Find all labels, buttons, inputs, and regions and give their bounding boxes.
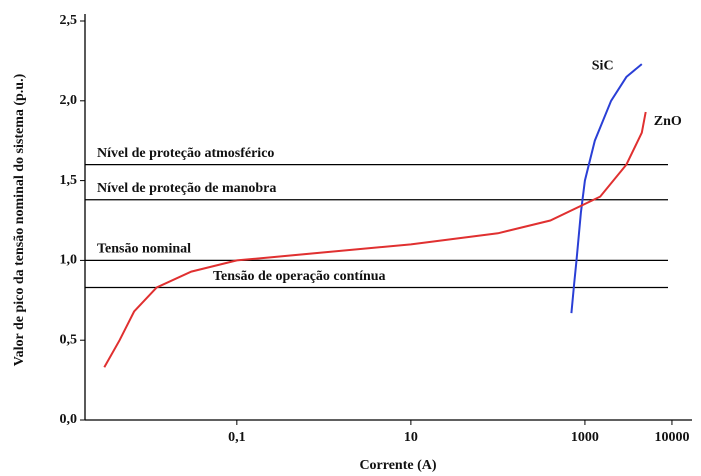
x-tick-label: 10000 — [654, 430, 689, 445]
series-line — [103, 111, 647, 368]
y-tick-label: 0,5 — [60, 332, 78, 347]
x-tick-label: 10 — [404, 430, 418, 445]
x-tick-label: 1000 — [571, 430, 599, 445]
reference-label: Nível de proteção de manobra — [97, 181, 276, 196]
y-axis-title: Valor de pico da tensão nominal do siste… — [12, 73, 27, 366]
y-tick-label: 2,0 — [60, 93, 78, 108]
x-tick-label: 0,1 — [228, 430, 246, 445]
series-label: SiC — [592, 58, 614, 73]
reference-label: Nível de proteção atmosférico — [97, 146, 274, 161]
series-label: ZnO — [654, 114, 682, 129]
reference-label: Tensão nominal — [97, 242, 191, 257]
reference-label: Tensão de operação contínua — [213, 269, 386, 284]
y-tick-label: 2,5 — [60, 13, 78, 28]
y-tick-label: 1,5 — [60, 173, 78, 188]
y-tick-label: 0,0 — [60, 412, 78, 427]
x-axis-title: Corrente (A) — [359, 458, 436, 473]
y-tick-label: 1,0 — [60, 253, 78, 268]
series-line — [570, 63, 643, 314]
